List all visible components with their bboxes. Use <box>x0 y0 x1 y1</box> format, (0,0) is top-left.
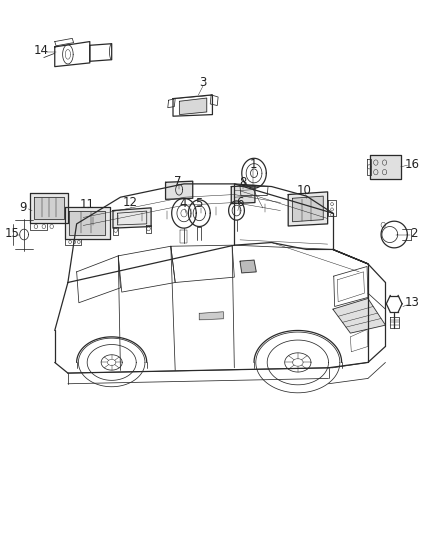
Text: 13: 13 <box>405 296 420 309</box>
Text: 15: 15 <box>4 227 19 240</box>
Text: 3: 3 <box>199 76 206 89</box>
Text: 2: 2 <box>410 227 418 240</box>
Polygon shape <box>166 181 193 199</box>
Text: 9: 9 <box>19 201 27 214</box>
Polygon shape <box>69 211 105 235</box>
Text: 8: 8 <box>240 176 247 189</box>
Text: 4: 4 <box>179 197 187 210</box>
Text: 5: 5 <box>196 197 203 210</box>
Polygon shape <box>113 208 151 228</box>
Text: 6: 6 <box>236 196 244 209</box>
Polygon shape <box>199 312 223 320</box>
Polygon shape <box>231 185 255 204</box>
Polygon shape <box>240 260 256 273</box>
Polygon shape <box>34 197 64 219</box>
Polygon shape <box>293 196 323 222</box>
Polygon shape <box>333 298 385 333</box>
Text: 7: 7 <box>173 175 181 188</box>
Polygon shape <box>370 155 401 179</box>
Text: 16: 16 <box>405 158 420 171</box>
Polygon shape <box>180 98 207 115</box>
Text: 14: 14 <box>34 44 49 57</box>
Text: 1: 1 <box>249 158 257 171</box>
Polygon shape <box>288 192 328 226</box>
Text: 10: 10 <box>297 184 312 197</box>
Text: 11: 11 <box>79 198 94 211</box>
Polygon shape <box>65 207 110 239</box>
Text: 12: 12 <box>123 196 138 209</box>
Polygon shape <box>30 193 68 223</box>
